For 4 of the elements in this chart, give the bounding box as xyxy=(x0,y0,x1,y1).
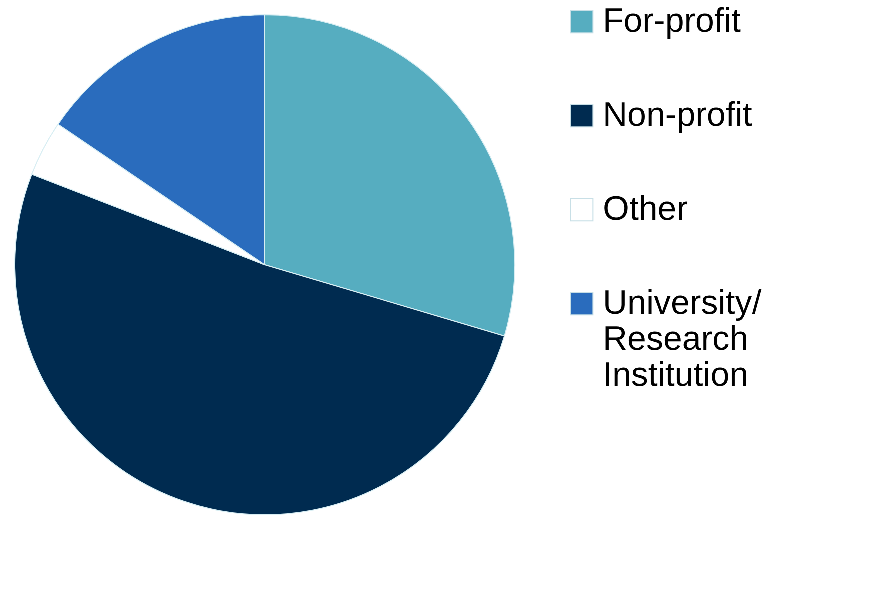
legend-label: Non-profit xyxy=(603,96,753,134)
legend-label: Other xyxy=(603,190,688,228)
legend-label: University/ Research Institution xyxy=(603,284,762,394)
legend-label: For-profit xyxy=(603,2,742,40)
